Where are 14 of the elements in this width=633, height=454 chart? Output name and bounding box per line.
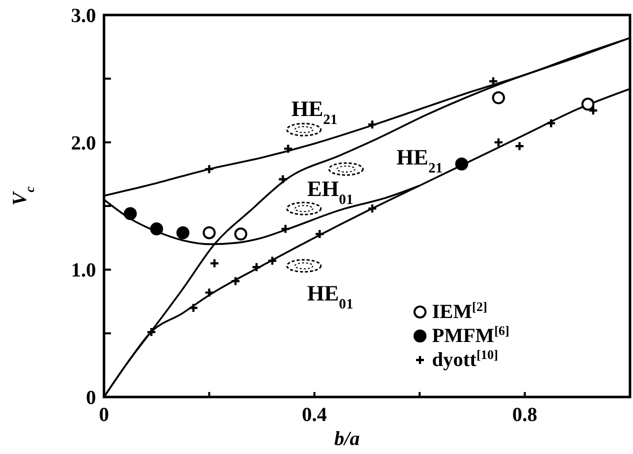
y-tick-label: 0 (86, 387, 96, 409)
x-tick-label: 0.8 (512, 404, 538, 426)
annotation: HE$_{01}$ (307, 280, 354, 313)
annotation: HE$_{21}$ (291, 96, 338, 128)
y-tick-label: 3.0 (71, 5, 96, 27)
annotation: HE$_{21}$ (396, 144, 443, 176)
y-tick-label: 1.0 (71, 260, 96, 282)
x-axis-title: b/a (334, 428, 360, 450)
legend-label: IEM$^{[2]}$ (432, 298, 488, 323)
legend-label: dyott$^{[10]}$ (432, 346, 498, 371)
y-tick-label: 2.0 (71, 132, 96, 154)
legend-label: PMFM$^{[6]}$ (432, 322, 510, 347)
x-tick-label: 0.4 (302, 404, 327, 426)
annotation: EH$_{01}$ (307, 176, 354, 208)
